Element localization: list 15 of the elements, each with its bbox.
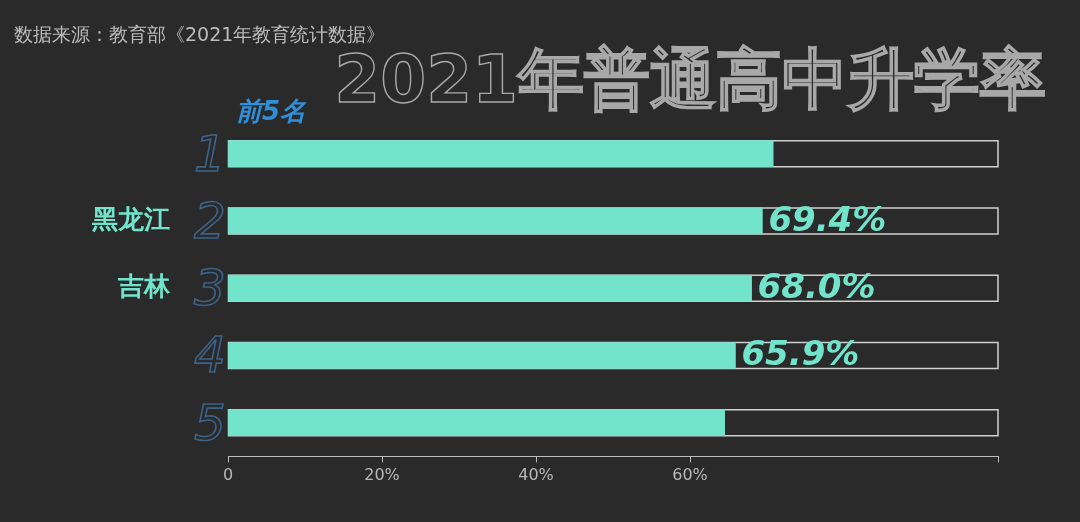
y-tick-label: 黑龙江	[91, 203, 170, 234]
x-tick-label: 0	[222, 465, 234, 485]
x-tick-label: 60%	[672, 465, 708, 485]
text: 4	[194, 326, 226, 385]
text: 2	[194, 191, 226, 250]
data-label: 69.4%	[768, 198, 887, 239]
chart-subtitle: 前5名	[236, 95, 307, 128]
x-tick-label: 40%	[518, 465, 554, 485]
text: 3	[194, 259, 226, 318]
y-tick-label: 吉林	[117, 270, 171, 301]
data-label: 68.0%	[757, 266, 876, 307]
text: 1	[194, 124, 226, 183]
x-tick-label: 20%	[364, 465, 400, 485]
text: 5	[194, 393, 226, 452]
data-label: 65.9%	[741, 333, 860, 374]
